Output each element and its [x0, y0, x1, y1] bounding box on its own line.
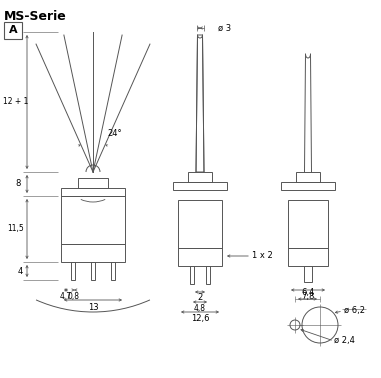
Bar	[4, 22, 22, 39]
Bar	[178, 200, 222, 248]
Bar	[281, 182, 335, 190]
Text: 2: 2	[197, 293, 203, 302]
Text: 11,5: 11,5	[8, 225, 24, 234]
Bar	[190, 266, 194, 284]
Bar	[71, 262, 75, 280]
Bar	[61, 196, 125, 244]
Text: 7,8: 7,8	[301, 291, 315, 301]
Text: ø 2,4: ø 2,4	[334, 336, 355, 345]
Text: 12,6: 12,6	[191, 313, 209, 322]
Text: A: A	[9, 25, 17, 35]
Bar	[288, 200, 328, 248]
Bar	[61, 188, 125, 196]
Bar	[178, 248, 222, 266]
Bar	[91, 262, 95, 280]
Text: 13: 13	[88, 302, 98, 311]
Text: 8: 8	[15, 180, 21, 189]
Text: 1 x 2: 1 x 2	[252, 251, 273, 260]
Text: ø 6,2: ø 6,2	[344, 307, 365, 316]
Bar	[111, 262, 115, 280]
Text: 4,7: 4,7	[60, 293, 72, 302]
Text: 4,8: 4,8	[194, 304, 206, 313]
Text: 6,4: 6,4	[301, 288, 314, 296]
Text: MS-Serie: MS-Serie	[4, 10, 67, 23]
Bar	[78, 178, 108, 188]
Bar	[173, 182, 227, 190]
Text: 0,8: 0,8	[67, 293, 79, 302]
Bar	[296, 172, 320, 182]
Text: 4: 4	[18, 266, 22, 276]
Bar	[288, 248, 328, 266]
Text: 12 + 1: 12 + 1	[3, 98, 29, 107]
Bar	[61, 244, 125, 262]
Bar	[188, 172, 212, 182]
Bar	[304, 266, 312, 282]
Text: 24°: 24°	[108, 130, 122, 138]
Bar	[206, 266, 210, 284]
Text: ø 3: ø 3	[218, 23, 231, 33]
